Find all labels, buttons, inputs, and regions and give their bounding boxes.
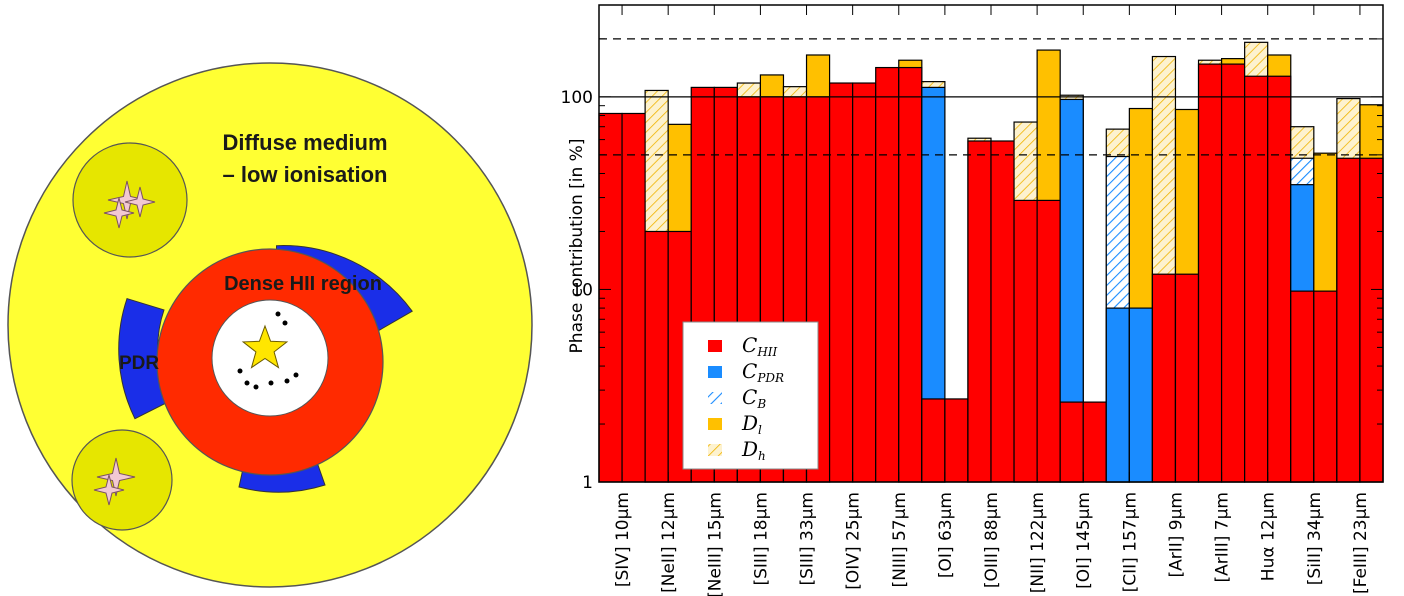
legend-label-C_B: CB (742, 385, 766, 411)
cluster-stars-bottom-icon (93, 457, 136, 506)
x-tick-label-0: [SIV] 10µm (613, 492, 633, 587)
y-tick-label-10: 10 (571, 280, 593, 300)
bar-chii-right-15 (1313, 290, 1338, 483)
bar-chii-right-16 (1359, 157, 1384, 483)
bar-chii-left-6 (875, 66, 900, 483)
cluster-stars-top-icon (103, 180, 156, 229)
x-tick-label-11: [CII] 157µm (1120, 492, 1140, 592)
legend-label-C_PDR: CPDR (742, 359, 784, 385)
bar-chii-right-9 (1036, 199, 1061, 483)
y-tick-label-1: 1 (582, 473, 593, 493)
bar-chii-right-0 (621, 112, 646, 483)
bar-cpdr-right-11 (1128, 307, 1154, 483)
x-tick-label-16: [FeIII] 23µm (1351, 492, 1371, 594)
legend-swatch-C_HII (708, 340, 722, 352)
bar-chii-left-16 (1336, 157, 1361, 483)
bar-chii-left-5 (828, 82, 854, 483)
bar-chii-left-8 (967, 140, 992, 483)
bar-chii-right-10 (1082, 401, 1107, 483)
x-tick-label-6: [NIII] 57µm (890, 492, 910, 587)
bar-chii-left-0 (598, 112, 623, 483)
bar-chii-right-7 (944, 398, 969, 483)
x-tick-label-5: [OIV] 25µm (844, 492, 864, 590)
phase-contribution-chart: Phase contribution [in %] 1 10 100 [SIV] 10… (561, 4, 1384, 596)
x-tick-label-7: [OI] 63µm (936, 492, 956, 578)
bar-chii-right-6 (898, 66, 923, 483)
dust-dots (237, 311, 299, 390)
bar-chii-left-10 (1059, 401, 1084, 483)
bar-chii-right-8 (990, 140, 1015, 483)
x-tick-label-14: Huα 12µm (1259, 492, 1279, 581)
x-tick-label-3: [SIII] 18µm (751, 492, 771, 586)
legend-label-D_l: Dl (741, 411, 762, 437)
bar-chii-right-5 (852, 82, 877, 483)
bar-chii-right-12 (1174, 273, 1200, 483)
x-tick-label-13: [ArIII] 7µm (1213, 492, 1233, 583)
legend-swatch-C_B (708, 392, 722, 404)
x-tick-label-9: [NII] 122µm (1028, 492, 1048, 593)
x-tick-label-15: [SiII] 34µm (1305, 492, 1325, 585)
y-tick-label-100: 100 (561, 88, 593, 108)
legend-swatch-D_h (708, 444, 722, 456)
legend-swatch-D_l (708, 418, 722, 430)
label-dense-hii: Dense HII region (224, 273, 382, 295)
legend-label-D_h: Dh (741, 437, 766, 463)
label-pdr: PDR (119, 353, 159, 374)
x-tick-label-12: [ArII] 9µm (1166, 492, 1186, 578)
legend-box (682, 321, 819, 470)
central-star-icon (241, 324, 289, 369)
bar-chii-left-9 (1013, 199, 1038, 483)
x-tick-label-8: [OIII] 88µm (982, 492, 1002, 588)
x-tick-label-1: [NeII] 12µm (659, 492, 679, 593)
bar-chii-left-1 (644, 230, 669, 483)
bar-chii-left-14 (1244, 75, 1269, 483)
x-tick-label-4: [SIII] 33µm (798, 492, 818, 586)
x-tick-label-2: [NeIII] 15µm (705, 492, 725, 596)
bar-chii-right-13 (1220, 63, 1246, 483)
bar-chii-left-15 (1290, 290, 1315, 483)
bar-cpdr-11 (1105, 307, 1130, 483)
bar-chii-left-7 (921, 398, 946, 483)
label-diffuse-line2: – low ionisation (222, 162, 387, 187)
nebula-schematic: Diffuse medium – low ionisation Dense HI… (7, 62, 533, 588)
bar-chii-left-12 (1151, 273, 1177, 483)
x-tick-label-10: [OI] 145µm (1074, 492, 1094, 589)
pdr-arc-left (118, 297, 171, 420)
bar-chii-left-13 (1197, 63, 1223, 483)
bar-chii-right-14 (1267, 75, 1292, 483)
label-diffuse-line1: Diffuse medium (222, 130, 387, 155)
y-axis-label: Phase contribution [in %] (567, 139, 587, 354)
legend-swatch-C_PDR (708, 366, 722, 378)
legend-label-C_HII: CHII (742, 333, 778, 359)
